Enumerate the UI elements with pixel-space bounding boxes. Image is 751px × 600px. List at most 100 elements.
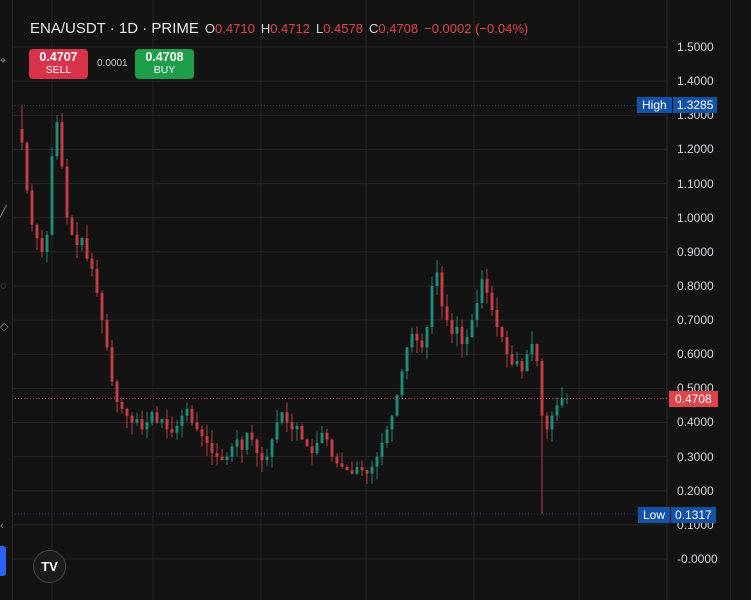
trendline-icon[interactable]: ╱ [0, 206, 7, 218]
candle-down [170, 429, 174, 433]
candle-down [25, 142, 29, 191]
candle-down [300, 425, 304, 440]
candle-down [75, 234, 79, 246]
spread: 0.0001 [97, 58, 128, 69]
candle-down [60, 122, 64, 167]
crosshair-icon[interactable]: ⌖ [0, 55, 7, 67]
drawing-toolbar: ⌖ ╱ ◌ ◇ ‹ [0, 0, 13, 600]
candle-up [525, 354, 529, 372]
candle-up [145, 422, 149, 430]
active-tool-button[interactable] [0, 546, 6, 576]
ohlc-open: O0.4710 [204, 21, 255, 36]
candle-down [190, 408, 194, 423]
y-tick-label: -0.0000 [677, 552, 718, 566]
y-tick-label: 0.8000 [677, 278, 714, 293]
candle-down [420, 340, 424, 348]
chevron-icon[interactable]: ‹ [0, 520, 4, 532]
candle-down [155, 412, 159, 423]
buy-price: 0.4708 [145, 50, 184, 64]
candle-up [480, 279, 484, 304]
candle-down [125, 408, 129, 416]
candle-up [355, 466, 359, 474]
price-change: −0.0002 (−0.04%) [424, 21, 529, 36]
candle-down [290, 422, 294, 430]
candle-up [235, 439, 239, 447]
candle-down [140, 419, 144, 430]
right-sidebar [730, 0, 751, 600]
candle-up [425, 326, 429, 348]
sell-button[interactable]: 0.4707 SELL [29, 49, 88, 79]
candle-down [195, 422, 199, 430]
candle-down [200, 429, 204, 437]
candle-up [225, 456, 229, 461]
candle-down [335, 456, 339, 464]
y-tick-label: 0.7000 [677, 313, 714, 328]
candle-up [185, 408, 189, 416]
candle-down [40, 238, 44, 252]
candle-up [430, 285, 434, 327]
candle-down [250, 432, 254, 440]
ohlc-low: L0.4578 [315, 21, 363, 36]
candle-up [275, 422, 279, 440]
y-tick-label: 1.1000 [677, 176, 714, 191]
candle-down [90, 258, 94, 269]
candle-up [45, 234, 49, 252]
candle-up [55, 122, 59, 157]
candle-down [255, 439, 259, 454]
tradingview-logo[interactable]: TV [33, 550, 66, 583]
candle-down [500, 326, 504, 338]
candle-down [260, 453, 264, 461]
low-tag: Low 0.1317 [638, 507, 716, 523]
candle-down [205, 436, 209, 443]
candle-down [35, 224, 39, 239]
candle-down [70, 217, 74, 235]
candle-up [370, 466, 374, 474]
candle-down [305, 439, 309, 447]
candle-down [240, 439, 244, 450]
candle-up [555, 405, 559, 416]
last-price-tag: 0.4708 [669, 391, 718, 407]
shape-icon[interactable]: ◇ [0, 321, 9, 333]
candle-up [465, 337, 469, 344]
candle-down [165, 419, 169, 430]
buy-button[interactable]: 0.4708 BUY [135, 49, 194, 79]
candle-up [265, 456, 269, 461]
pattern-icon[interactable]: ◌ [0, 280, 7, 292]
symbol-title[interactable]: ENA/USDT · 1D · PRIME [30, 20, 199, 37]
candle-down [520, 361, 524, 372]
candle-down [445, 306, 449, 321]
y-tick-label: 0.4000 [677, 415, 714, 430]
candle-up [410, 333, 414, 348]
candle-down [490, 292, 494, 310]
y-tick-label: 1.0000 [677, 210, 714, 225]
candle-up [280, 412, 284, 423]
candle-up [295, 425, 299, 430]
candle-down [220, 456, 224, 461]
candle-down [415, 333, 419, 341]
candle-up [315, 442, 319, 454]
ohlc-high: H0.4712 [260, 21, 310, 36]
candle-up [475, 303, 479, 321]
candle-up [230, 446, 234, 457]
candle-down [440, 272, 444, 307]
candle-up [380, 442, 384, 457]
candle-up [515, 361, 519, 365]
candle-up [405, 347, 409, 372]
candle-down [460, 326, 464, 344]
candle-up [530, 343, 534, 355]
candle-down [20, 128, 24, 143]
candle-up [470, 320, 474, 338]
candle-down [115, 381, 119, 403]
candle-up [390, 415, 394, 430]
legend-header: ENA/USDT · 1D · PRIME O0.4710 H0.4712 L0… [30, 20, 528, 37]
candle-down [360, 466, 364, 471]
candle-down [485, 279, 489, 293]
candle-up [375, 456, 379, 467]
candle-down [330, 439, 334, 457]
y-tick-label: 1.5000 [677, 40, 714, 55]
candle-down [340, 463, 344, 467]
candle-down [105, 320, 109, 348]
candle-down [65, 166, 69, 218]
candle-down [285, 412, 289, 423]
